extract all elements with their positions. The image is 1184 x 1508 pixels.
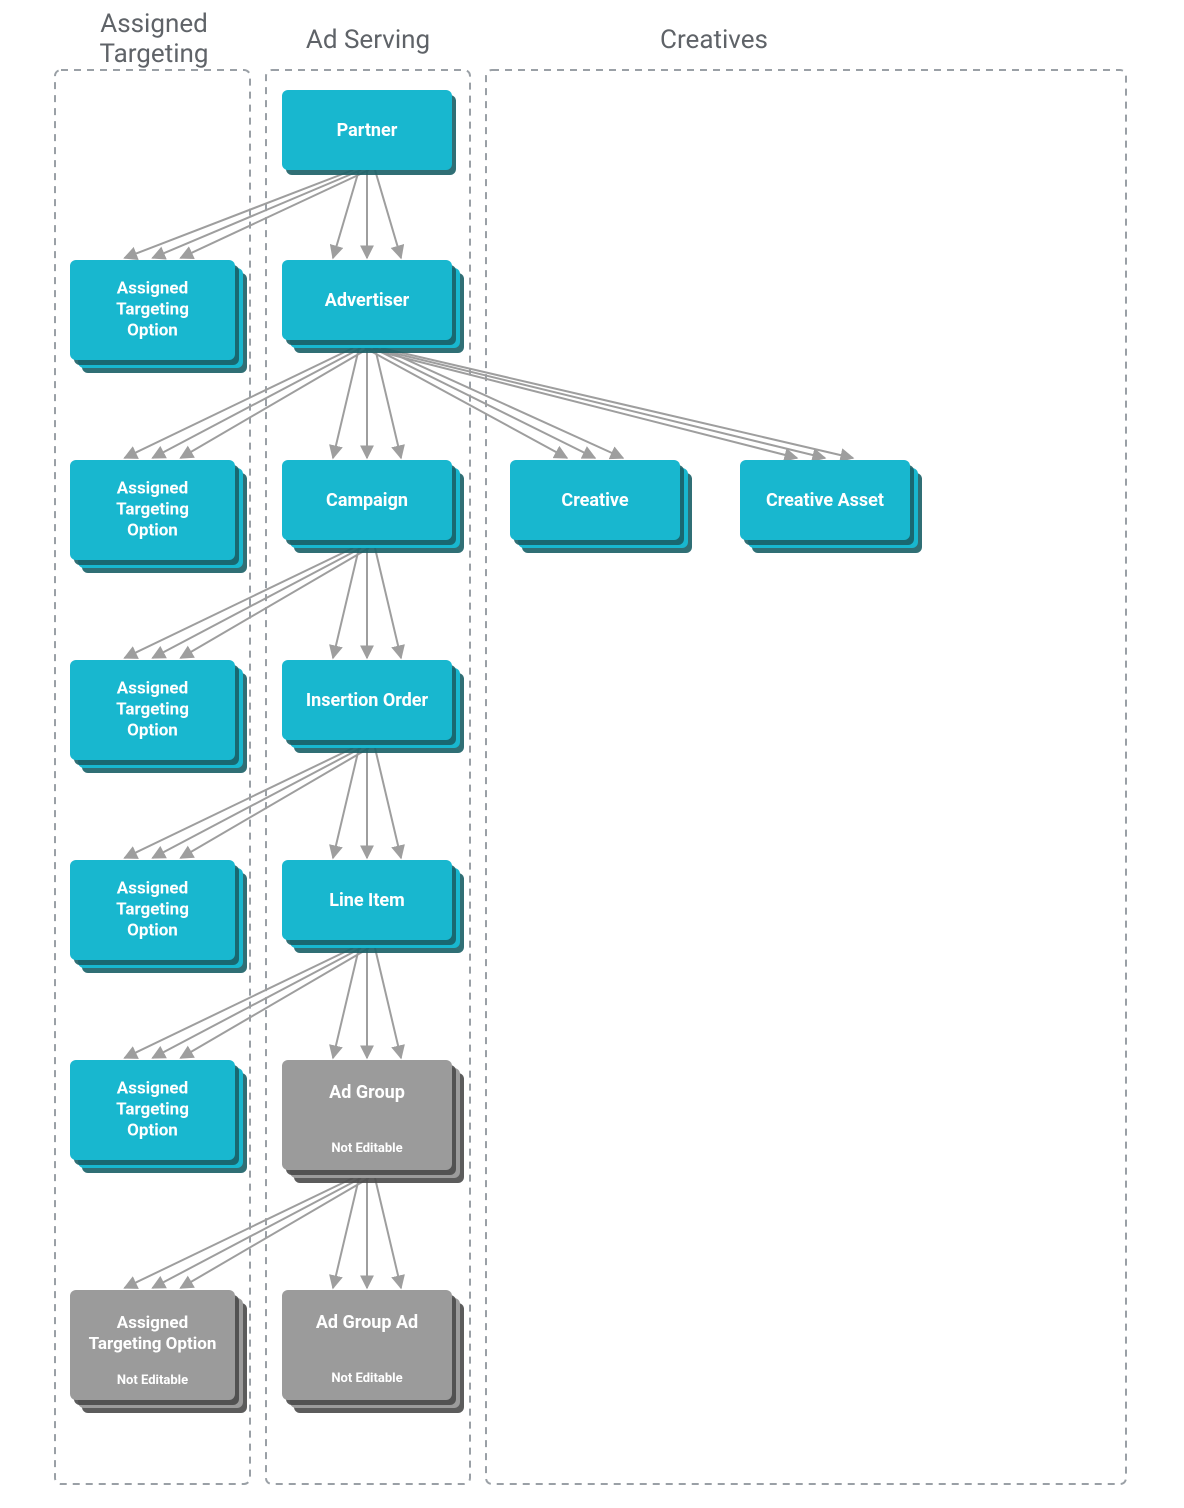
node-ato4-label-1: Targeting: [116, 900, 189, 920]
node-ato5-label-1: Targeting: [116, 1100, 189, 1120]
node-ato2-label-2: Option: [127, 521, 178, 541]
node-ato1: AssignedTargetingOption: [70, 260, 247, 373]
edge-partner-advertiser: [333, 170, 359, 258]
node-creative: Creative: [510, 460, 692, 553]
edge-adgroup-ato6: [125, 1178, 354, 1288]
node-ato4-label-2: Option: [127, 921, 178, 941]
node-campaign: Campaign: [282, 460, 464, 553]
node-adgroupad: Ad Group Ad Not Editable: [282, 1290, 464, 1413]
node-adgroup: Ad Group Not Editable: [282, 1060, 464, 1183]
node-lineitem: Line Item: [282, 860, 464, 953]
node-advertiser: Advertiser: [282, 260, 464, 353]
node-partner-label: Partner: [337, 120, 398, 141]
node-ato1-label-2: Option: [127, 321, 178, 341]
node-ato2: AssignedTargetingOption: [70, 460, 247, 573]
col-creatives-title: Creatives: [660, 25, 768, 55]
node-insertion: Insertion Order: [282, 660, 464, 753]
node-ato5: AssignedTargetingOption: [70, 1060, 247, 1173]
edge-campaign-insertion: [375, 548, 401, 658]
edge-adgroup-ato6: [181, 1178, 370, 1288]
node-ato2-label-1: Targeting: [116, 500, 189, 520]
node-ato3: AssignedTargetingOption: [70, 660, 247, 773]
col-serving-title: Ad Serving: [306, 25, 430, 55]
node-ato3-label-2: Option: [127, 721, 178, 741]
edge-advertiser-creativeasset: [381, 348, 853, 458]
diagram-svg: AssignedTargetingAd ServingCreativesPart…: [0, 0, 1184, 1508]
edge-insertion-lineitem: [375, 748, 401, 858]
node-ato5-label-0: Assigned: [117, 1079, 188, 1099]
edge-campaign-insertion: [333, 548, 359, 658]
col-creatives: [486, 70, 1126, 1484]
node-ato2-label-0: Assigned: [117, 479, 188, 499]
node-creativeasset: Creative Asset: [740, 460, 922, 553]
node-ato6: AssignedTargeting Option Not Editable: [70, 1290, 247, 1413]
edge-adgroup-ato6: [153, 1178, 362, 1288]
edge-advertiser-creative: [373, 348, 595, 458]
edge-adgroup-adgroupad: [333, 1178, 359, 1288]
node-partner: Partner: [282, 90, 456, 175]
node-ato3-label-0: Assigned: [117, 679, 188, 699]
edge-lineitem-adgroup: [333, 948, 359, 1058]
edge-advertiser-creative: [381, 348, 623, 458]
node-ato5-label-2: Option: [127, 1121, 178, 1141]
edge-advertiser-creativeasset: [373, 348, 825, 458]
node-adgroup-label: Ad Group: [329, 1082, 405, 1103]
node-ato1-label-0: Assigned: [117, 279, 188, 299]
node-adgroupad-label: Ad Group Ad: [316, 1312, 418, 1333]
node-advertiser-label: Advertiser: [325, 290, 410, 311]
col-targeting-title-2: Targeting: [100, 39, 209, 69]
node-ato4: AssignedTargetingOption: [70, 860, 247, 973]
node-campaign-label: Campaign: [326, 490, 408, 511]
edge-advertiser-campaign: [333, 348, 359, 458]
node-adgroup-sublabel: Not Editable: [331, 1141, 402, 1156]
edge-advertiser-creativeasset: [365, 348, 797, 458]
edge-partner-advertiser: [375, 170, 401, 258]
edge-partner-ato1: [181, 170, 370, 258]
col-targeting-title: Assigned: [100, 9, 208, 39]
node-ato6-label-1: Targeting Option: [89, 1334, 217, 1354]
nodes-layer: Partner Advertiser Campaign Insertion Order…: [70, 90, 922, 1413]
node-ato6-sublabel: Not Editable: [117, 1373, 188, 1388]
node-lineitem-label: Line Item: [329, 890, 404, 911]
node-ato4-label-0: Assigned: [117, 879, 188, 899]
node-ato3-label-1: Targeting: [116, 700, 189, 720]
diagram-stage: AssignedTargetingAd ServingCreativesPart…: [0, 0, 1184, 1508]
node-adgroupad-sublabel: Not Editable: [331, 1371, 402, 1386]
edge-partner-ato1: [125, 170, 354, 258]
edge-adgroup-adgroupad: [375, 1178, 401, 1288]
edge-lineitem-adgroup: [375, 948, 401, 1058]
node-creativeasset-label: Creative Asset: [766, 490, 884, 511]
node-ato6-label-0: Assigned: [117, 1313, 188, 1333]
node-ato1-label-1: Targeting: [116, 300, 189, 320]
edge-partner-ato1: [153, 170, 362, 258]
edge-insertion-lineitem: [333, 748, 359, 858]
edge-advertiser-creative: [365, 348, 567, 458]
node-creative-label: Creative: [561, 490, 628, 511]
node-insertion-label: Insertion Order: [306, 690, 429, 711]
